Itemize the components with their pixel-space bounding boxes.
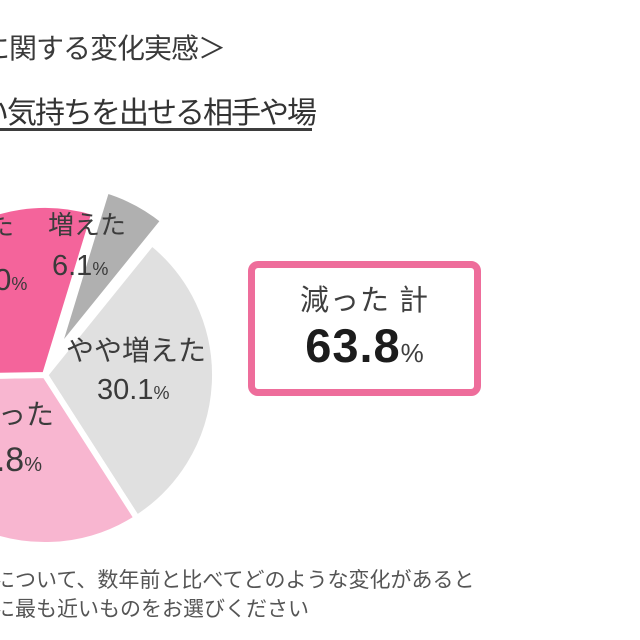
pie-chart	[0, 186, 219, 549]
slice-label-yaya-hetta: やや減った	[0, 399, 55, 430]
footnote-line1: について、数年前と比べてどのような変化があると	[0, 569, 475, 592]
slice-label-hetta: 減った	[0, 211, 15, 241]
pie-slice-fueta	[53, 186, 168, 355]
slice-value-fueta-number: 6.1	[52, 250, 93, 282]
slice-value-yaya-hetta: 33.8%	[0, 441, 42, 480]
slice-value-hetta: 30.0%	[0, 262, 27, 298]
total-badge-label: 減った 計	[299, 285, 430, 318]
total-badge-number: 63.8	[305, 319, 401, 373]
page-subtitle: い気持ちを出せる相手や場	[0, 97, 317, 130]
slice-value-yaya-fueta-percent: %	[153, 383, 170, 403]
slice-value-yaya-hetta-percent: %	[24, 454, 42, 476]
total-badge: 減った 計 63.8%	[248, 261, 481, 396]
slice-value-fueta: 6.1%	[52, 250, 108, 283]
pie-slice-hetta	[0, 201, 99, 379]
slice-value-yaya-hetta-number: 33.8	[0, 441, 25, 479]
pie-slice-yaya-fueta	[41, 238, 219, 523]
page-title: に関する変化実感＞	[0, 33, 226, 64]
slice-value-hetta-number: 30.0	[0, 262, 12, 297]
slice-label-fueta: 増えた	[48, 210, 127, 240]
slice-value-hetta-percent: %	[11, 274, 28, 294]
slice-value-fueta-percent: %	[92, 259, 109, 279]
slice-label-yaya-fueta: やや増えた	[66, 335, 207, 366]
footnote: について、数年前と比べてどのような変化があると に最も近いものをお選びください	[0, 566, 474, 624]
total-badge-percent: %	[400, 338, 424, 369]
total-badge-value: 63.8%	[305, 321, 424, 370]
pie-slice-yaya-hetta	[0, 371, 141, 549]
footnote-line2: に最も近いものをお選びください	[0, 598, 309, 621]
slice-value-yaya-fueta-number: 30.1	[97, 374, 154, 406]
subtitle-underline	[0, 128, 312, 131]
slice-value-yaya-fueta: 30.1%	[97, 374, 169, 407]
